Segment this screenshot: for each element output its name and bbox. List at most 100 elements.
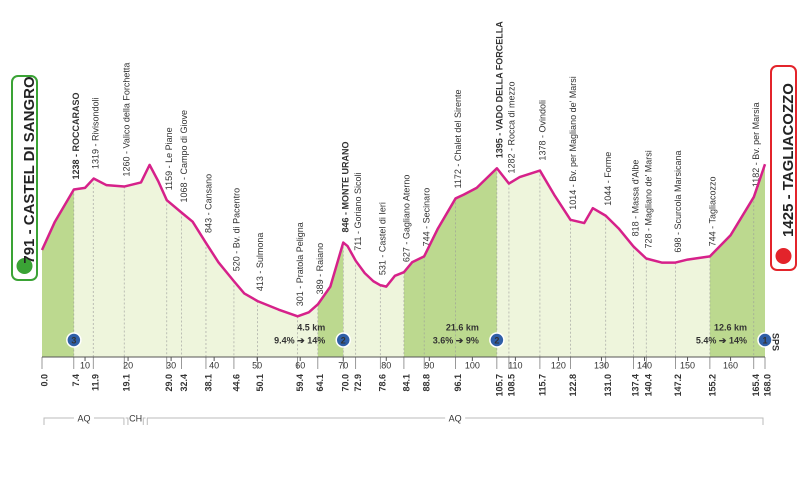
region-label: AQ xyxy=(77,413,90,423)
x-tick-label: 155.2 xyxy=(707,374,717,397)
minor-tick-label: 100 xyxy=(465,360,480,370)
finish-box xyxy=(770,65,797,271)
x-tick-label: 44.6 xyxy=(231,374,241,392)
x-tick-label: 131.0 xyxy=(603,374,613,397)
x-tick-label: 105.7 xyxy=(494,374,504,397)
x-tick-label: 88.8 xyxy=(422,374,432,392)
x-tick-label: 38.1 xyxy=(203,374,213,392)
waypoint-label: 1395 - VADO DELLA FORCELLA xyxy=(494,21,504,159)
climb-marker xyxy=(757,332,773,348)
x-tick-label: 19.1 xyxy=(122,374,132,392)
x-tick-label: 78.6 xyxy=(378,374,388,392)
x-tick-label: 168.0 xyxy=(762,374,772,397)
climb-area xyxy=(403,164,497,357)
minor-tick-label: 50 xyxy=(252,360,262,370)
climb-length: 4.5 km xyxy=(297,322,325,332)
minor-tick-label: 90 xyxy=(424,360,434,370)
region-bracket xyxy=(43,417,125,425)
climb-category: 3 xyxy=(71,335,76,345)
waypoint-label: 843 - Cansano xyxy=(203,174,213,233)
x-tick-label: 59.4 xyxy=(295,374,305,392)
region-bracket xyxy=(125,417,146,425)
minor-tick-label: 110 xyxy=(508,360,522,370)
climb-length: 12.6 km xyxy=(714,322,747,332)
waypoint-label: 711 - Goriano Sicoli xyxy=(353,172,363,250)
waypoint-label: 1044 - Forme xyxy=(603,152,613,206)
x-tick-label: 72.9 xyxy=(353,374,363,392)
x-tick-label: 122.8 xyxy=(568,374,578,397)
x-tick-label: 70.0 xyxy=(341,374,351,392)
waypoint-label: 1014 - Bv. per Magliano de' Marsi xyxy=(568,76,578,210)
profile-line xyxy=(40,163,767,318)
minor-tick-label: 80 xyxy=(381,360,391,370)
waypoint-label: 1238 - ROCCARASO xyxy=(71,92,81,179)
waypoint-label: 1319 - Rivisondoli xyxy=(91,97,101,169)
climb-marker xyxy=(335,332,351,348)
waypoint-label: 301 - Pratola Peligna xyxy=(295,222,305,306)
minor-tick-label: 60 xyxy=(295,360,305,370)
climb-gradient: 3.6% ➔ 9% xyxy=(433,335,479,345)
x-tick-label: 0.0 xyxy=(39,374,49,387)
x-tick-label: 115.7 xyxy=(537,374,547,396)
climb-marker xyxy=(489,332,505,348)
x-tick-label: 11.9 xyxy=(91,374,101,391)
waypoint-label: 698 - Scurcola Marsicana xyxy=(673,151,683,253)
waypoint-label: 627 - Gagliano Aterno xyxy=(401,175,411,263)
climb-area xyxy=(42,164,74,357)
climb-category: 2 xyxy=(494,335,499,345)
waypoint-label: 389 - Raiano xyxy=(315,243,325,295)
climb-area xyxy=(317,164,344,357)
waypoint-label: 728 - Magliano de' Marsi xyxy=(644,150,654,248)
waypoint-label: 520 - Bv. di Pacentro xyxy=(231,188,241,271)
waypoint-label: 818 - Massa d'Albe xyxy=(631,160,641,237)
climb-length: 21.6 km xyxy=(446,322,479,332)
climb-gradient: 9.4% ➔ 14% xyxy=(274,335,325,345)
waypoint-label: 846 - MONTE URANO xyxy=(341,142,351,233)
x-tick-label: 64.1 xyxy=(315,374,325,392)
minor-tick-label: 120 xyxy=(551,360,566,370)
x-tick-label: 96.1 xyxy=(453,374,463,392)
climb-category: 1 xyxy=(762,335,767,345)
minor-tick-label: 40 xyxy=(209,360,219,370)
minor-tick-label: 160 xyxy=(723,360,738,370)
waypoint-label: 1260 - Valico della Forchetta xyxy=(122,63,132,177)
finish-label: 1425 - TAGLIACOZZO xyxy=(780,83,797,237)
logo: SPS xyxy=(771,333,781,351)
x-tick-label: 7.4 xyxy=(71,374,81,387)
start-label: 791 - CASTEL DI SANGRO xyxy=(21,76,38,264)
waypoint-label: 413 - Sulmona xyxy=(255,233,265,292)
region-bracket xyxy=(146,417,764,425)
profile-area xyxy=(42,164,765,357)
x-tick-label: 165.4 xyxy=(751,374,761,397)
x-tick-label: 108.5 xyxy=(506,374,516,397)
x-tick-label: 29.0 xyxy=(164,374,174,392)
x-tick-label: 84.1 xyxy=(401,374,411,392)
x-tick-label: 50.1 xyxy=(255,374,265,392)
x-tick-label: 32.4 xyxy=(179,374,189,392)
waypoint-label: 1182 - Bv. per Marsia xyxy=(751,102,761,187)
x-tick-label: 137.4 xyxy=(631,374,641,397)
climb-gradient: 5.4% ➔ 14% xyxy=(696,335,747,345)
climb-marker xyxy=(66,332,82,348)
waypoint-label: 1282 - Rocca di mezzo xyxy=(506,82,516,174)
x-tick-label: 140.4 xyxy=(644,374,654,397)
start-icon xyxy=(16,258,33,274)
climb-category: 2 xyxy=(341,335,346,345)
waypoint-label: 744 - Tagliacozzo xyxy=(707,176,717,246)
minor-tick-label: 150 xyxy=(680,360,695,370)
waypoint-label: 1378 - Ovindoli xyxy=(537,100,547,161)
waypoint-label: 744 - Secinaro xyxy=(422,188,432,247)
waypoint-label: 1159 - Le Piane xyxy=(164,127,174,190)
region-label: AQ xyxy=(449,413,462,423)
waypoint-label: 531 - Castel di Ieri xyxy=(378,202,388,275)
waypoint-label: 1172 - Chalet del Sirente xyxy=(453,90,463,189)
region-label: CH xyxy=(129,413,142,423)
minor-tick-label: 20 xyxy=(123,360,133,370)
minor-tick-label: 30 xyxy=(166,360,176,370)
minor-tick-label: 10 xyxy=(80,360,90,370)
finish-icon xyxy=(775,248,792,264)
start-box xyxy=(11,75,38,281)
waypoint-label: 1068 - Campo di Giove xyxy=(179,110,189,203)
x-tick-label: 147.2 xyxy=(673,374,683,397)
